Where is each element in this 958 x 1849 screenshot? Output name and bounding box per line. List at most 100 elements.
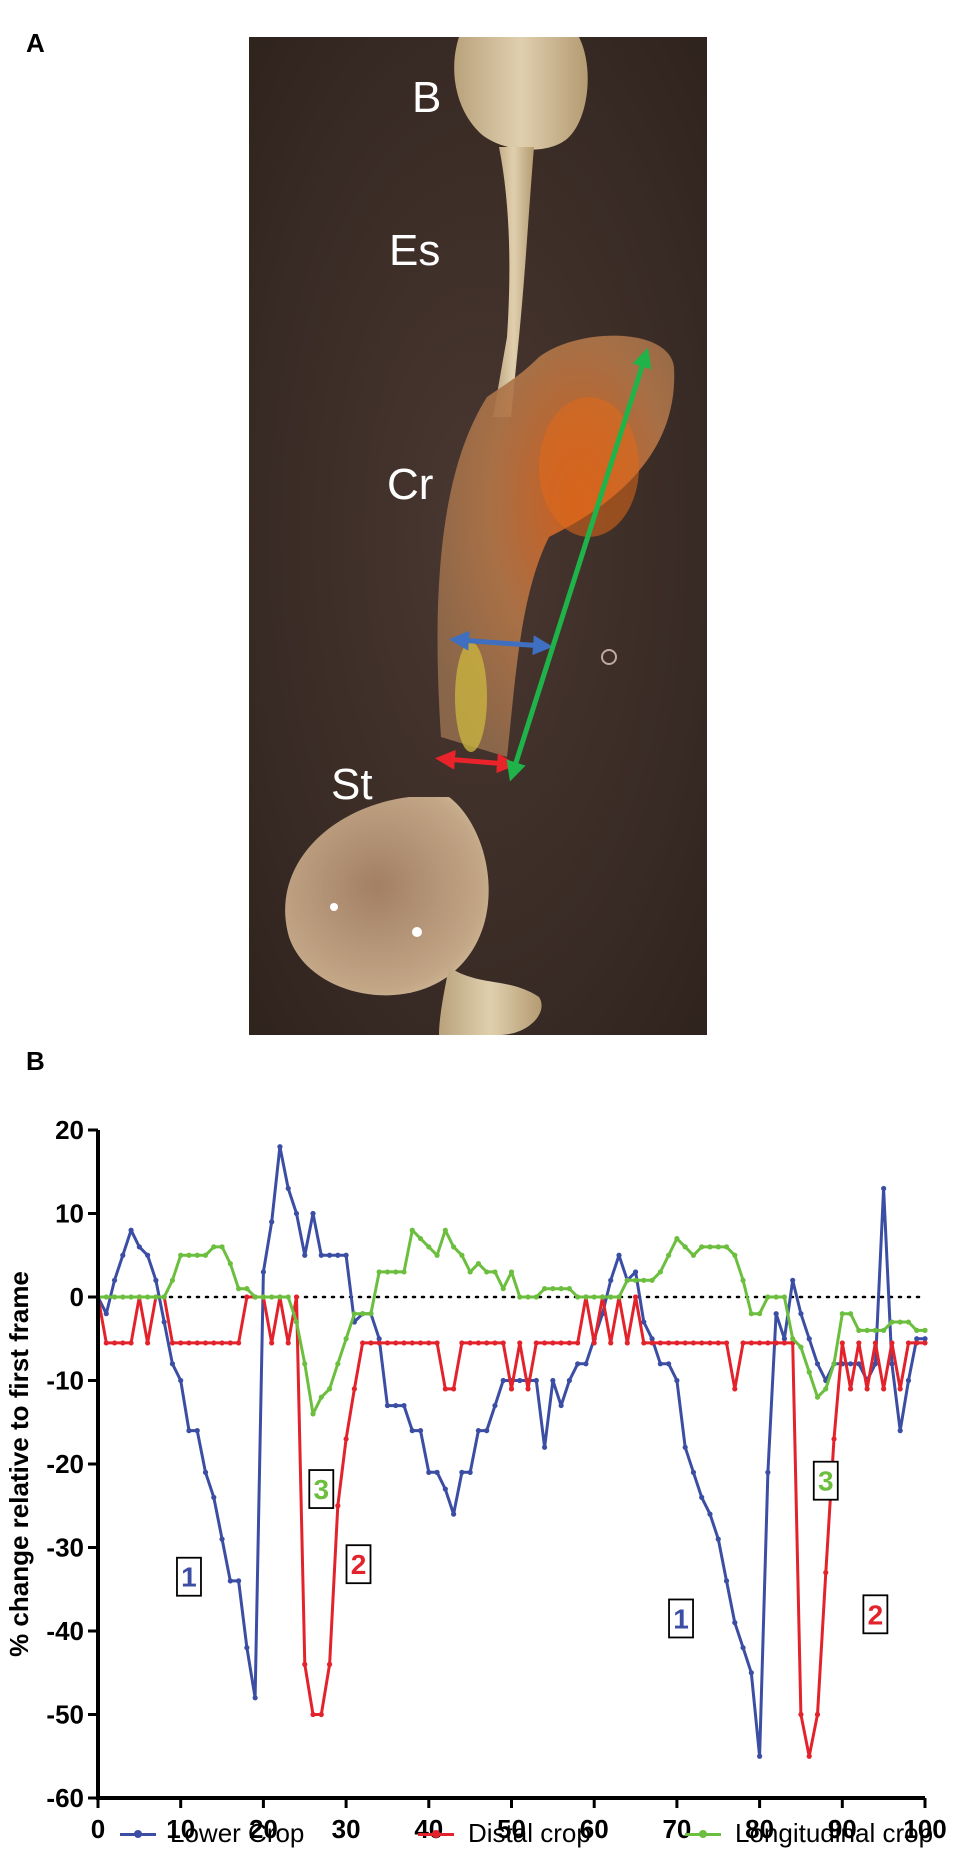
data-point-s0-71 (682, 1444, 688, 1450)
data-point-s1-34 (376, 1340, 382, 1346)
data-point-s2-27 (318, 1394, 324, 1400)
data-point-s1-87 (814, 1711, 821, 1718)
data-point-s2-87 (814, 1394, 821, 1400)
data-point-s2-48 (492, 1269, 498, 1275)
data-point-s2-50 (508, 1269, 515, 1275)
data-point-s2-82 (773, 1294, 779, 1300)
data-point-s1-55 (550, 1340, 556, 1346)
x-tick-label-4: 40 (414, 1814, 443, 1844)
data-point-s1-57 (566, 1340, 572, 1346)
data-point-s2-47 (484, 1269, 490, 1275)
data-point-s2-54 (541, 1286, 548, 1292)
data-point-s2-83 (781, 1294, 788, 1300)
data-point-s1-42 (442, 1386, 448, 1392)
data-point-s0-30 (343, 1252, 349, 1258)
data-point-s0-98 (905, 1377, 912, 1384)
data-point-s0-11 (186, 1428, 192, 1434)
data-point-s1-48 (492, 1340, 498, 1346)
data-point-s2-100 (922, 1327, 928, 1333)
data-point-s2-36 (393, 1269, 399, 1275)
legend-swatch-1 (418, 1827, 454, 1841)
annotation-box-1 (308, 1469, 335, 1509)
data-point-s0-72 (690, 1469, 697, 1475)
data-point-s2-53 (533, 1294, 539, 1300)
data-point-s0-86 (806, 1336, 812, 1342)
data-point-s0-12 (194, 1428, 200, 1434)
data-point-s1-43 (451, 1386, 457, 1392)
legend-swatch-0 (120, 1827, 156, 1841)
data-point-s0-63 (616, 1252, 622, 1258)
data-point-s2-57 (566, 1286, 572, 1292)
data-point-s2-88 (823, 1386, 829, 1392)
data-point-s1-66 (641, 1340, 647, 1346)
data-point-s2-2 (111, 1294, 118, 1300)
data-point-s2-10 (178, 1252, 184, 1258)
data-point-s1-32 (360, 1340, 366, 1346)
data-point-s1-91 (847, 1386, 854, 1392)
data-point-s1-99 (914, 1340, 920, 1346)
data-point-s0-95 (881, 1185, 887, 1192)
data-point-s0-74 (707, 1511, 713, 1517)
data-point-s0-68 (657, 1361, 663, 1367)
data-point-s2-17 (235, 1286, 242, 1292)
data-point-s2-85 (798, 1344, 804, 1350)
data-point-s1-37 (401, 1340, 407, 1346)
data-point-s0-26 (310, 1210, 316, 1217)
data-point-s2-14 (211, 1244, 217, 1250)
chart-legend: Lower Crop Distal crop Longitudinal crop (0, 1818, 958, 1848)
data-point-s0-94 (872, 1361, 878, 1367)
annotation-box-5 (862, 1594, 889, 1635)
legend-item-1: Distal crop (418, 1818, 591, 1849)
data-point-s2-25 (302, 1361, 308, 1367)
data-point-s0-76 (723, 1578, 730, 1584)
data-point-s1-67 (649, 1340, 655, 1346)
data-point-s1-1 (103, 1340, 109, 1346)
data-point-s0-66 (641, 1319, 647, 1325)
data-point-s2-92 (856, 1327, 862, 1333)
data-point-s0-13 (202, 1469, 209, 1475)
data-point-s0-16 (227, 1578, 233, 1584)
annotation-label-5: 2 (868, 1599, 884, 1630)
data-point-s0-27 (318, 1252, 324, 1258)
data-point-s1-82 (773, 1340, 779, 1346)
data-point-s1-83 (781, 1340, 788, 1346)
data-point-s2-93 (864, 1327, 870, 1333)
legend-item-2: Longitudinal crop (685, 1818, 933, 1849)
data-point-s2-89 (831, 1361, 837, 1367)
data-point-s2-64 (624, 1277, 630, 1283)
data-point-s2-15 (219, 1244, 225, 1250)
data-point-s1-65 (632, 1294, 639, 1300)
data-point-s0-10 (178, 1377, 184, 1384)
data-point-s2-3 (120, 1294, 126, 1300)
y-axis-label: % change relative to first frame (4, 1271, 34, 1657)
x-tick-label-9: 90 (828, 1814, 857, 1844)
data-point-s2-97 (897, 1319, 903, 1325)
annotation-box-0 (176, 1556, 202, 1597)
y-tick-label-8: -60 (46, 1783, 84, 1813)
data-point-s2-39 (417, 1235, 424, 1242)
data-point-s0-3 (120, 1252, 126, 1258)
data-point-s1-89 (831, 1436, 837, 1442)
data-point-s0-100 (922, 1336, 928, 1342)
data-point-s1-100 (922, 1340, 928, 1346)
y-tick-label-1: 10 (55, 1199, 84, 1229)
data-point-s2-65 (632, 1277, 639, 1283)
data-point-s1-38 (409, 1340, 415, 1346)
data-point-s0-5 (136, 1244, 142, 1250)
data-point-s0-54 (541, 1444, 548, 1450)
annotation-label-0: 1 (181, 1562, 197, 1593)
data-point-s1-68 (657, 1340, 663, 1346)
data-point-s2-91 (847, 1311, 854, 1317)
data-point-s0-81 (765, 1469, 771, 1475)
data-point-s2-98 (905, 1319, 912, 1325)
data-point-s0-83 (781, 1336, 788, 1342)
data-point-s1-11 (186, 1340, 192, 1346)
data-point-s0-25 (302, 1252, 308, 1258)
data-point-s0-92 (856, 1361, 862, 1367)
data-point-s0-77 (732, 1620, 738, 1626)
stomach-tissue (285, 797, 489, 996)
data-point-s1-90 (839, 1340, 845, 1346)
data-point-s0-29 (335, 1252, 341, 1258)
data-point-s2-94 (872, 1327, 878, 1333)
data-point-s0-58 (575, 1361, 581, 1367)
